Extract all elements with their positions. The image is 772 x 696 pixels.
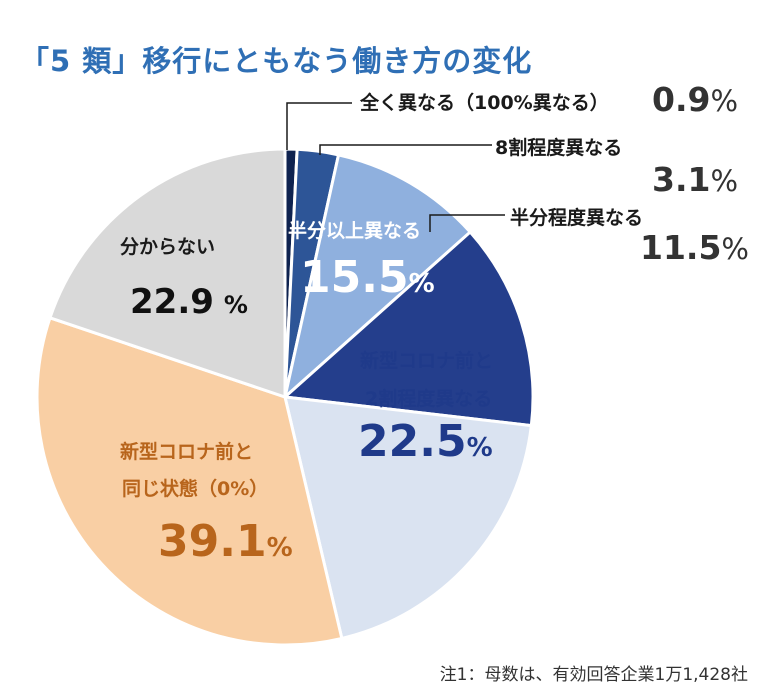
leader-line-half xyxy=(429,214,505,232)
label-same-unit: % xyxy=(266,533,293,563)
label-half-name: 半分程度異なる xyxy=(510,207,644,229)
label-half-number: 11.5 xyxy=(640,228,722,267)
leader-lines xyxy=(286,102,505,232)
label-full-unit: % xyxy=(710,84,739,118)
label-over-half-number: 15.5 xyxy=(300,252,409,303)
label-full-number: 0.9 xyxy=(652,80,711,119)
label-same-name-line1: 新型コロナ前と xyxy=(120,441,254,463)
label-over-half-value: 15.5% xyxy=(300,252,435,303)
label-half-unit: % xyxy=(721,232,749,266)
pie-slice-3 xyxy=(283,153,472,399)
label-twenty-value: 22.5% xyxy=(358,416,493,467)
label-same-number: 39.1 xyxy=(158,516,267,567)
label-eighty-name: 8割程度異なる xyxy=(495,137,623,159)
label-eighty-unit: % xyxy=(710,164,739,198)
label-same-value: 39.1% xyxy=(158,516,293,567)
label-twenty-unit: % xyxy=(466,433,493,463)
pie-slice-6 xyxy=(35,316,344,647)
footnote: 注1：母数は、有効回答企業1万1,428社 xyxy=(439,665,748,685)
label-over-half-name: 半分以上異なる xyxy=(288,220,422,242)
leader-line-eighty xyxy=(319,144,492,155)
label-full-name: 全く異なる（100%異なる） xyxy=(360,92,609,114)
label-half-value: 11.5% xyxy=(640,228,749,267)
pie-slice-4 xyxy=(283,230,535,428)
label-unknown-number: 22.9 xyxy=(130,282,214,322)
label-unknown-name: 分からない xyxy=(120,236,216,258)
label-eighty-number: 3.1 xyxy=(652,160,711,199)
label-over-half-unit: % xyxy=(408,269,435,299)
label-unknown-value: 22.9% xyxy=(130,282,248,322)
label-same-name-line2: 同じ状態（0%） xyxy=(122,478,269,500)
pie-slice-7 xyxy=(48,147,287,399)
pie-slices xyxy=(35,147,535,647)
label-eighty-value: 3.1% xyxy=(652,160,738,199)
label-twenty-number: 22.5 xyxy=(358,416,467,467)
pie-slice-5 xyxy=(283,395,533,640)
leader-line-full xyxy=(286,102,352,150)
chart-title: 「5 類」移行にともなう働き方の変化 xyxy=(20,44,533,78)
label-twenty-name-line2: 2割程度異なる xyxy=(365,388,493,410)
label-unknown-unit: % xyxy=(223,291,248,319)
label-full-value: 0.9% xyxy=(652,80,738,119)
label-twenty-name-line1: 新型コロナ前と xyxy=(360,350,494,372)
